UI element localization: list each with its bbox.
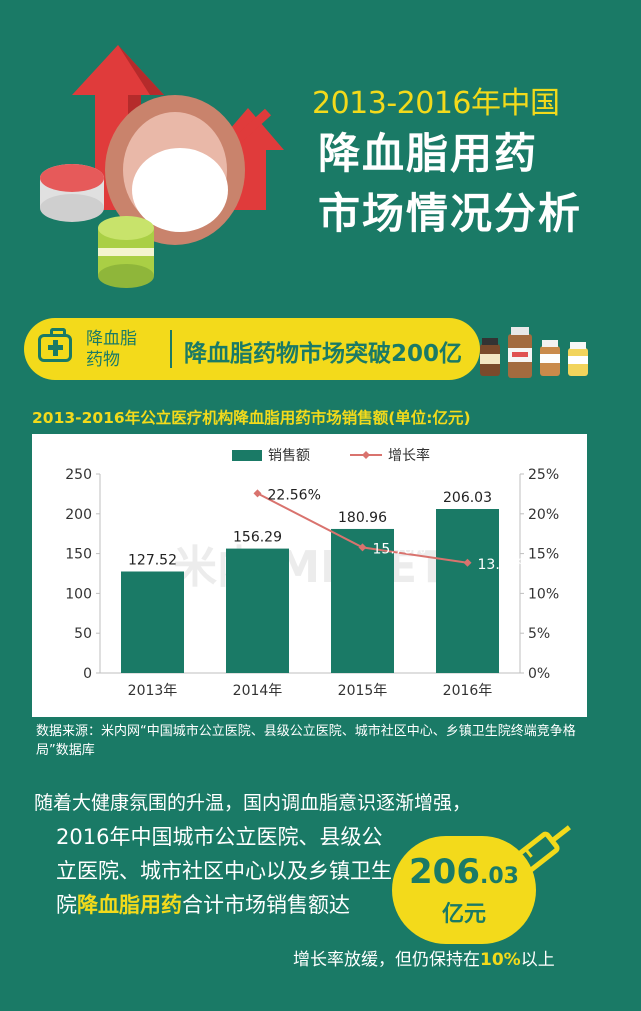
headline-banner: 降血脂 药物 降血脂药物市场突破200亿: [24, 318, 480, 380]
growth-rate-point: [253, 489, 262, 498]
x-tick-label: 2013年: [128, 683, 178, 699]
chart-container: 0 50 100 150 200 250 0% 5% 10% 15% 20% 25% 米内 MENET 1…: [32, 434, 587, 717]
medicine-bottles-icon: [480, 327, 588, 378]
x-tick-label: 2016年: [443, 683, 493, 699]
hero-illustration: [0, 0, 641, 310]
footnote-after: 以上: [520, 950, 555, 970]
data-source-note: 数据来源：米内网“中国城市公立医院、县级公立医院、城市社区中心、乡镇卫生院终端竞…: [36, 724, 576, 758]
left-tick-label: 250: [65, 467, 92, 483]
right-tick-label: 0%: [528, 666, 550, 682]
body-text-before: 2016年中国城市公立医院、县级公立医院、城市社区中心以及乡镇卫生院: [56, 825, 392, 917]
growth-rate-label: 13.85%: [478, 557, 531, 573]
banner-headline: 降血脂药物市场突破200亿: [184, 341, 463, 367]
growth-rate-point: [463, 558, 472, 567]
chart-title: 2013-2016年公立医疗机构降血脂用药市场销售额(单位:亿元): [32, 409, 471, 427]
banner-tag: 降血脂 药物: [86, 329, 137, 370]
watermark: 米内 MENET: [173, 542, 447, 593]
body-text-after: 合计市场销售额达: [182, 893, 350, 917]
legend-bar-swatch: [232, 450, 262, 461]
left-tick-label: 150: [65, 547, 92, 563]
left-tick-label: 50: [74, 626, 92, 642]
total-value-main: 206: [409, 852, 480, 892]
right-tick-label: 20%: [528, 507, 559, 523]
bar: [331, 528, 394, 673]
total-value-unit: 亿元: [441, 902, 486, 927]
x-tick-label: 2014年: [233, 683, 283, 699]
growth-rate-point: [358, 543, 367, 552]
growth-rate-label: 15.78%: [373, 541, 426, 557]
right-tick-label: 25%: [528, 467, 559, 483]
x-tick-label: 2015年: [338, 683, 388, 699]
total-value-number: 206.03: [392, 852, 536, 892]
right-tick-label: 15%: [528, 547, 559, 563]
total-value-decimal: .03: [480, 864, 519, 889]
title-year-range: 2013-2016年中国: [312, 86, 560, 121]
medical-kit-icon: [38, 328, 72, 362]
footnote-pct: 10%: [480, 950, 521, 970]
footnote-before: 增长率放缓，但仍保持在: [293, 950, 480, 970]
bar-value-label: 206.03: [443, 490, 492, 506]
bar: [226, 548, 289, 673]
title-line-1: 降血脂用药: [318, 129, 539, 178]
bar-value-label: 127.52: [128, 552, 177, 568]
right-tick-label: 10%: [528, 586, 559, 602]
legend-line-label: 增长率: [388, 447, 430, 464]
bar: [121, 571, 184, 673]
growth-rate-label: 22.56%: [268, 487, 321, 503]
right-tick-label: 5%: [528, 626, 550, 642]
legend-bar-label: 销售额: [268, 448, 310, 464]
left-tick-label: 0: [83, 666, 92, 682]
total-value-badge: 206.03 亿元: [392, 836, 536, 944]
banner-divider: [170, 330, 172, 368]
bar-value-label: 156.29: [233, 530, 282, 546]
body-text: 2016年中国城市公立医院、县级公立医院、城市社区中心以及乡镇卫生院降血脂用药合…: [56, 820, 396, 922]
title-line-2: 市场情况分析: [318, 189, 583, 238]
body-text-highlight: 降血脂用药: [77, 893, 182, 917]
growth-footnote: 增长率放缓，但仍保持在10%以上: [293, 945, 555, 970]
bar: [436, 509, 499, 673]
legend-line-marker: [362, 451, 370, 459]
bar-value-label: 180.96: [338, 510, 387, 526]
left-tick-label: 200: [65, 507, 92, 523]
intro-text: 随着大健康氛围的升温，国内调血脂意识逐渐增强，: [34, 792, 472, 814]
left-tick-label: 100: [65, 586, 92, 602]
rising-arrows-pills-illustration: [40, 45, 284, 288]
